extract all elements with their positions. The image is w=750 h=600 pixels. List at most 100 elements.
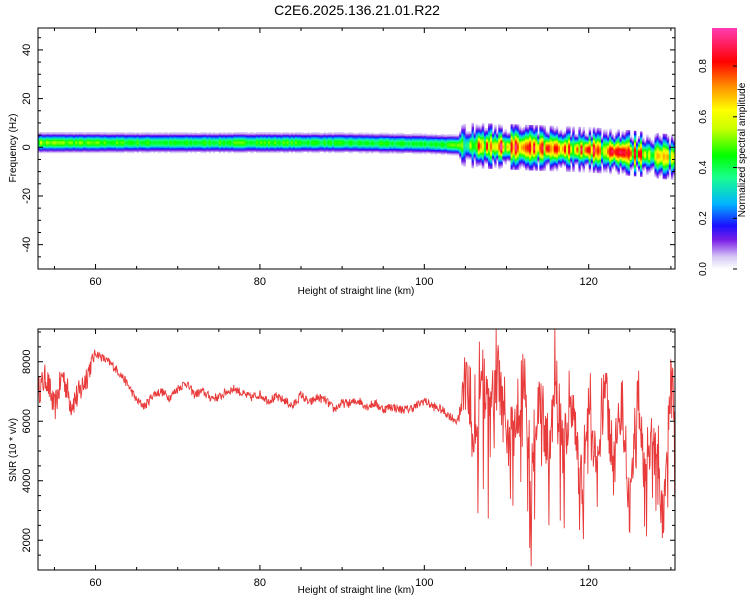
heatmap-cell xyxy=(527,149,530,151)
heatmap-cell xyxy=(479,159,483,162)
heatmap-cell xyxy=(379,150,382,153)
heatmap-cell xyxy=(512,130,516,133)
heatmap-cell xyxy=(111,146,115,149)
heatmap-cell xyxy=(541,141,544,143)
heatmap-cell xyxy=(516,135,520,138)
heatmap-cell xyxy=(364,139,368,142)
heatmap-cell xyxy=(465,136,468,138)
heatmap-cell xyxy=(229,145,232,148)
heatmap-cell xyxy=(167,146,170,149)
heatmap-cell xyxy=(224,138,228,140)
heatmap-cell xyxy=(247,143,251,145)
heatmap-cell xyxy=(518,125,522,128)
heatmap-cell xyxy=(525,145,528,148)
heatmap-cell xyxy=(132,143,135,145)
heatmap-cell xyxy=(344,145,347,148)
heatmap-cell xyxy=(516,153,520,156)
heatmap-cell xyxy=(140,145,144,148)
heatmap-cell xyxy=(370,142,374,144)
heatmap-cell xyxy=(416,140,419,143)
heatmap-cell xyxy=(358,148,361,150)
heatmap-cell xyxy=(346,149,349,151)
heatmap-cell xyxy=(426,137,429,139)
heatmap-cell xyxy=(315,146,318,149)
heatmap-cell xyxy=(485,151,489,154)
heatmap-cell xyxy=(335,134,339,137)
heatmap-cell xyxy=(298,132,302,134)
heatmap-cell xyxy=(66,135,70,138)
heatmap-cell xyxy=(181,144,185,146)
heatmap-cell xyxy=(496,154,499,156)
heatmap-cell xyxy=(192,149,195,151)
heatmap-cell xyxy=(190,132,193,134)
heatmap-cell xyxy=(280,134,283,137)
heatmap-cell xyxy=(251,145,255,148)
heatmap-cell xyxy=(438,139,442,142)
heatmap-cell xyxy=(479,129,483,131)
heatmap-cell xyxy=(422,134,425,137)
heatmap-cell xyxy=(553,158,557,161)
heatmap-cell xyxy=(77,149,80,151)
heatmap-cell xyxy=(157,134,160,137)
heatmap-cell xyxy=(516,159,520,162)
heatmap-cell xyxy=(169,132,172,134)
heatmap-cell xyxy=(488,157,491,160)
heatmap-cell xyxy=(311,134,314,137)
heatmap-cell xyxy=(539,160,542,163)
heatmap-cell xyxy=(303,150,306,152)
heatmap-cell xyxy=(414,152,417,155)
heatmap-cell xyxy=(555,160,559,162)
heatmap-cell xyxy=(212,140,216,143)
heatmap-cell xyxy=(204,134,207,137)
heatmap-cell xyxy=(144,134,148,137)
heatmap-cell xyxy=(354,146,357,149)
heatmap-cell xyxy=(144,135,148,138)
heatmap-cell xyxy=(409,140,413,142)
heatmap-cell xyxy=(366,138,370,141)
heatmap-cell xyxy=(305,139,308,141)
heatmap-cell xyxy=(56,151,59,154)
heatmap-cell xyxy=(424,133,427,135)
heatmap-cell xyxy=(292,150,296,152)
heatmap-cell xyxy=(438,141,442,143)
heatmap-cell xyxy=(165,133,168,135)
heatmap-cell xyxy=(516,162,520,164)
heatmap-cell xyxy=(407,141,411,144)
heatmap-cell xyxy=(516,148,520,151)
heatmap-cell xyxy=(144,140,148,143)
heatmap-cell xyxy=(227,143,230,145)
heatmap-cell xyxy=(66,141,70,144)
heatmap-cell xyxy=(212,149,216,151)
heatmap-cell xyxy=(93,138,96,140)
heatmap-cell xyxy=(159,149,162,151)
heatmap-cell xyxy=(488,131,491,134)
heatmap-cell xyxy=(525,144,528,146)
heatmap-cell xyxy=(114,132,117,134)
heatmap-cell xyxy=(89,139,92,141)
heatmap-cell xyxy=(274,149,277,151)
heatmap-cell xyxy=(522,127,526,129)
heatmap-cell xyxy=(498,145,501,148)
heatmap-cell xyxy=(420,146,423,149)
heatmap-cell xyxy=(520,161,524,163)
heatmap-cell xyxy=(525,147,528,150)
heatmap-cell xyxy=(387,132,390,135)
heatmap-cell xyxy=(200,139,203,141)
heatmap-cell xyxy=(512,131,516,134)
heatmap-cell xyxy=(259,151,263,154)
heatmap-cell xyxy=(508,135,512,137)
heatmap-cell xyxy=(233,150,236,152)
heatmap-cell xyxy=(276,151,279,154)
heatmap-cell xyxy=(350,137,353,139)
heatmap-cell xyxy=(114,150,117,152)
heatmap-cell xyxy=(257,149,261,151)
heatmap-cell xyxy=(173,132,177,134)
heatmap-cell xyxy=(280,140,283,143)
heatmap-cell xyxy=(551,134,555,136)
heatmap-cell xyxy=(183,147,187,150)
heatmap-cell xyxy=(105,135,109,138)
heatmap-cell xyxy=(60,132,64,134)
heatmap-cell xyxy=(175,145,179,148)
heatmap-cell xyxy=(471,161,475,164)
heatmap-cell xyxy=(514,139,518,141)
